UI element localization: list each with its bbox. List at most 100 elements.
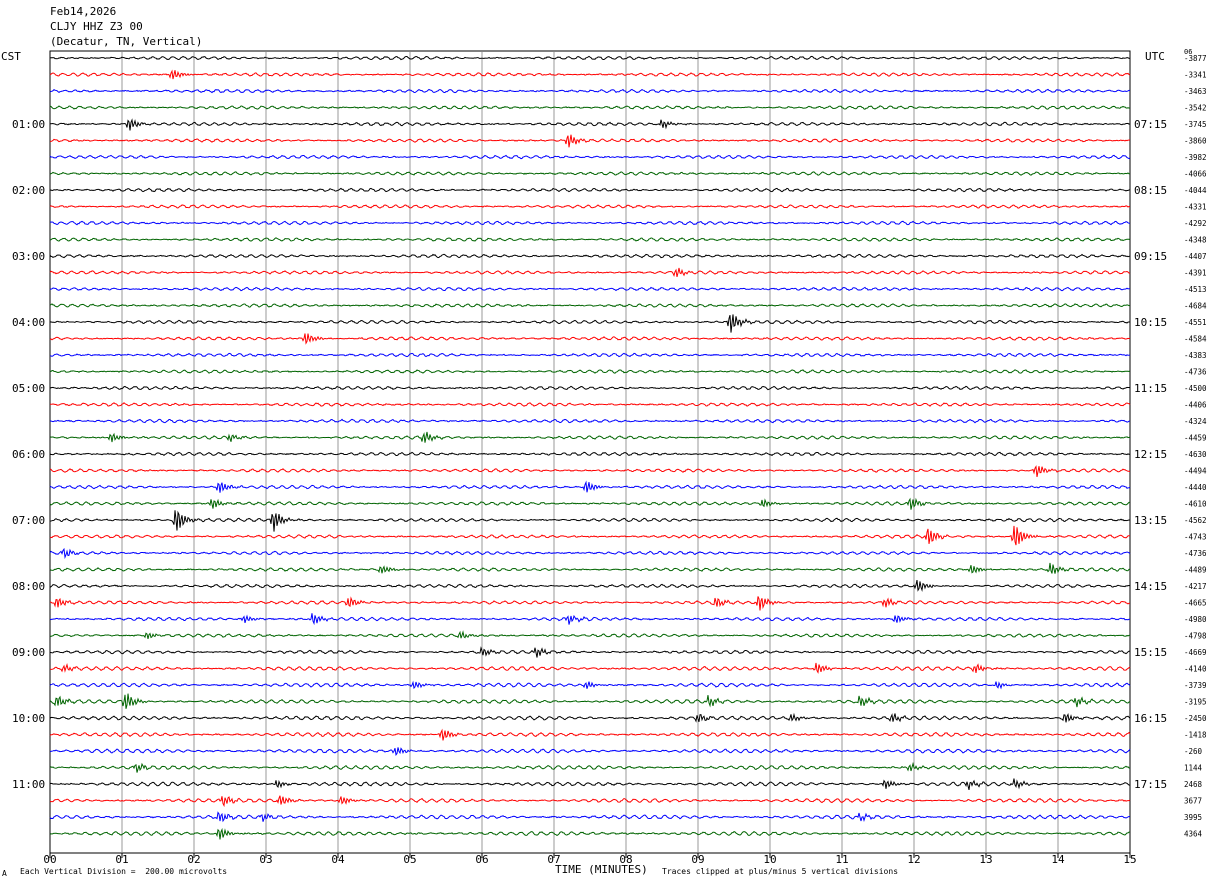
trace-line-green — [49, 431, 1131, 443]
left-hour-label: 02:00 — [12, 184, 45, 197]
trace-line-green — [49, 827, 1131, 840]
trace-offset-label: -3542 — [1184, 104, 1207, 113]
trace-offset-label: -3745 — [1184, 120, 1207, 129]
footer-mark: A — [2, 869, 7, 878]
trace-line-red — [49, 465, 1131, 478]
trace-offset-label: -4630 — [1184, 450, 1207, 459]
trace-line-blue — [49, 418, 1131, 424]
right-hour-label: 08:15 — [1134, 184, 1167, 197]
trace-offset-label: 3995 — [1184, 813, 1202, 822]
trace-line-green — [49, 630, 1131, 640]
right-hour-label: 14:15 — [1134, 580, 1167, 593]
trace-offset-label: -3341 — [1184, 71, 1207, 80]
right-hour-label: 10:15 — [1134, 316, 1167, 329]
trace-offset-label: -4044 — [1184, 186, 1207, 195]
trace-offset-label: -4551 — [1184, 318, 1207, 327]
right-hour-label: 07:15 — [1134, 118, 1167, 131]
trace-line-red — [49, 134, 1131, 148]
trace-offset-label: -4217 — [1184, 582, 1207, 591]
right-hour-label: 17:15 — [1134, 778, 1167, 791]
header-station: CLJY HHZ Z3 00 — [50, 20, 143, 33]
left-hour-label: 08:00 — [12, 580, 45, 593]
x-tick-label: 12 — [907, 853, 920, 866]
trace-line-green — [49, 497, 1131, 510]
trace-offset-label: 2468 — [1184, 780, 1203, 789]
trace-line-red — [49, 267, 1131, 278]
x-tick-label: 10 — [763, 853, 776, 866]
trace-line-blue — [49, 613, 1131, 626]
trace-offset-label: -4292 — [1184, 219, 1207, 228]
trace-offset-label: -4584 — [1184, 335, 1207, 344]
trace-line-blue — [49, 811, 1131, 823]
x-tick-label: 04 — [331, 853, 345, 866]
trace-offset-label: -4383 — [1184, 351, 1207, 360]
trace-line-green — [49, 369, 1131, 374]
x-tick-label: 06 — [475, 853, 488, 866]
trace-line-blue — [49, 680, 1131, 690]
left-hour-label: 11:00 — [12, 778, 45, 791]
trace-offset-label: -4743 — [1184, 533, 1207, 542]
trace-line-green — [49, 105, 1131, 110]
trace-line-black — [49, 187, 1131, 193]
trace-line-black — [49, 314, 1131, 333]
trace-offset-label: -4669 — [1184, 648, 1207, 657]
left-hour-label: 07:00 — [12, 514, 45, 527]
trace-offset-label: -4513 — [1184, 285, 1207, 294]
x-tick-label: 15 — [1123, 853, 1136, 866]
right-hour-label: 13:15 — [1134, 514, 1167, 527]
trace-line-blue — [49, 220, 1131, 226]
trace-line-blue — [49, 154, 1131, 160]
trace-line-black — [49, 646, 1131, 658]
x-tick-label: 01 — [115, 853, 128, 866]
trace-line-black — [49, 451, 1131, 457]
trace-line-blue — [49, 352, 1131, 358]
trace-offset-label: -4500 — [1184, 384, 1207, 393]
trace-line-red — [49, 662, 1131, 674]
x-tick-label: 09 — [691, 853, 704, 866]
trace-offset-label: -260 — [1184, 747, 1203, 756]
axis-labels: 00 01 02 03 04 05 06 07 08 09 10 11 12 13 14 15 -3877 -33… — [12, 54, 1207, 866]
trace-line-red — [49, 402, 1131, 407]
trace-offset-label: -4459 — [1184, 434, 1207, 443]
x-tick-label: 13 — [979, 853, 992, 866]
trace-line-black — [49, 118, 1131, 131]
footer-scale-note: Each Vertical Division = 200.00 microvol… — [20, 867, 228, 876]
trace-offset-label: -3860 — [1184, 137, 1207, 146]
left-hour-label: 10:00 — [12, 712, 45, 725]
trace-offset-label: 3677 — [1184, 797, 1202, 806]
trace-offset-label: -4494 — [1184, 467, 1207, 476]
trace-offset-label: -4980 — [1184, 615, 1207, 624]
trace-offset-label: -4610 — [1184, 500, 1207, 509]
trace-offset-label: -3877 — [1184, 54, 1207, 63]
trace-offset-label: -4736 — [1184, 549, 1207, 558]
left-hour-label: 01:00 — [12, 118, 45, 131]
trace-line-green — [49, 171, 1131, 176]
x-tick-label: 02 — [187, 853, 200, 866]
trace-offset-label: -4798 — [1184, 632, 1207, 641]
trace-line-black — [49, 253, 1131, 259]
trace-offset-label: -4736 — [1184, 368, 1207, 377]
x-tick-label: 00 — [43, 853, 56, 866]
trace-line-green — [49, 237, 1131, 242]
trace-line-black — [49, 579, 1131, 592]
trace-offset-label: -4324 — [1184, 417, 1207, 426]
trace-line-black — [49, 778, 1131, 790]
trace-line-green — [49, 303, 1131, 308]
x-tick-label: 03 — [259, 853, 272, 866]
trace-line-red — [49, 204, 1131, 209]
trace-line-black — [49, 510, 1131, 532]
trace-line-blue — [49, 747, 1131, 756]
trace-offset-label: 1144 — [1184, 764, 1203, 773]
x-tick-label: 08 — [619, 853, 632, 866]
left-hour-label: 03:00 — [12, 250, 45, 263]
trace-offset-label: -4440 — [1184, 483, 1207, 492]
trace-offset-label: -4331 — [1184, 203, 1207, 212]
trace-offset-label: -1418 — [1184, 731, 1207, 740]
trace-offset-label: -4665 — [1184, 599, 1207, 608]
trace-offset-label: -4684 — [1184, 302, 1207, 311]
right-hour-label: 16:15 — [1134, 712, 1167, 725]
trace-offset-label: -4348 — [1184, 236, 1207, 245]
left-timezone-label: CST — [1, 50, 21, 63]
right-hour-label: 09:15 — [1134, 250, 1167, 263]
